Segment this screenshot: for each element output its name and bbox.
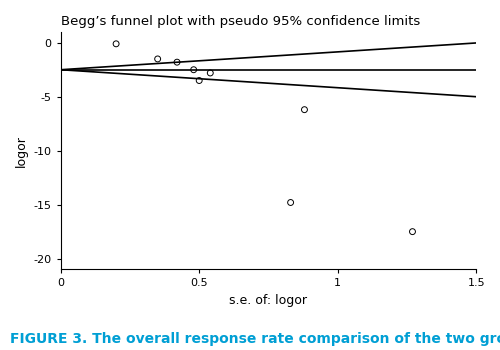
Point bbox=[206, 70, 214, 76]
Text: Begg’s funnel plot with pseudo 95% confidence limits: Begg’s funnel plot with pseudo 95% confi… bbox=[60, 15, 420, 28]
X-axis label: s.e. of: logor: s.e. of: logor bbox=[230, 294, 308, 307]
Text: FIGURE 3. The overall response rate comparison of the two groups.: FIGURE 3. The overall response rate comp… bbox=[10, 332, 500, 346]
Point bbox=[286, 200, 294, 205]
Point bbox=[190, 67, 198, 72]
Y-axis label: logor: logor bbox=[15, 135, 28, 167]
Point bbox=[112, 41, 120, 47]
Point bbox=[408, 229, 416, 234]
Point bbox=[173, 60, 181, 65]
Point bbox=[154, 56, 162, 62]
Point bbox=[195, 78, 203, 83]
Point bbox=[300, 107, 308, 112]
